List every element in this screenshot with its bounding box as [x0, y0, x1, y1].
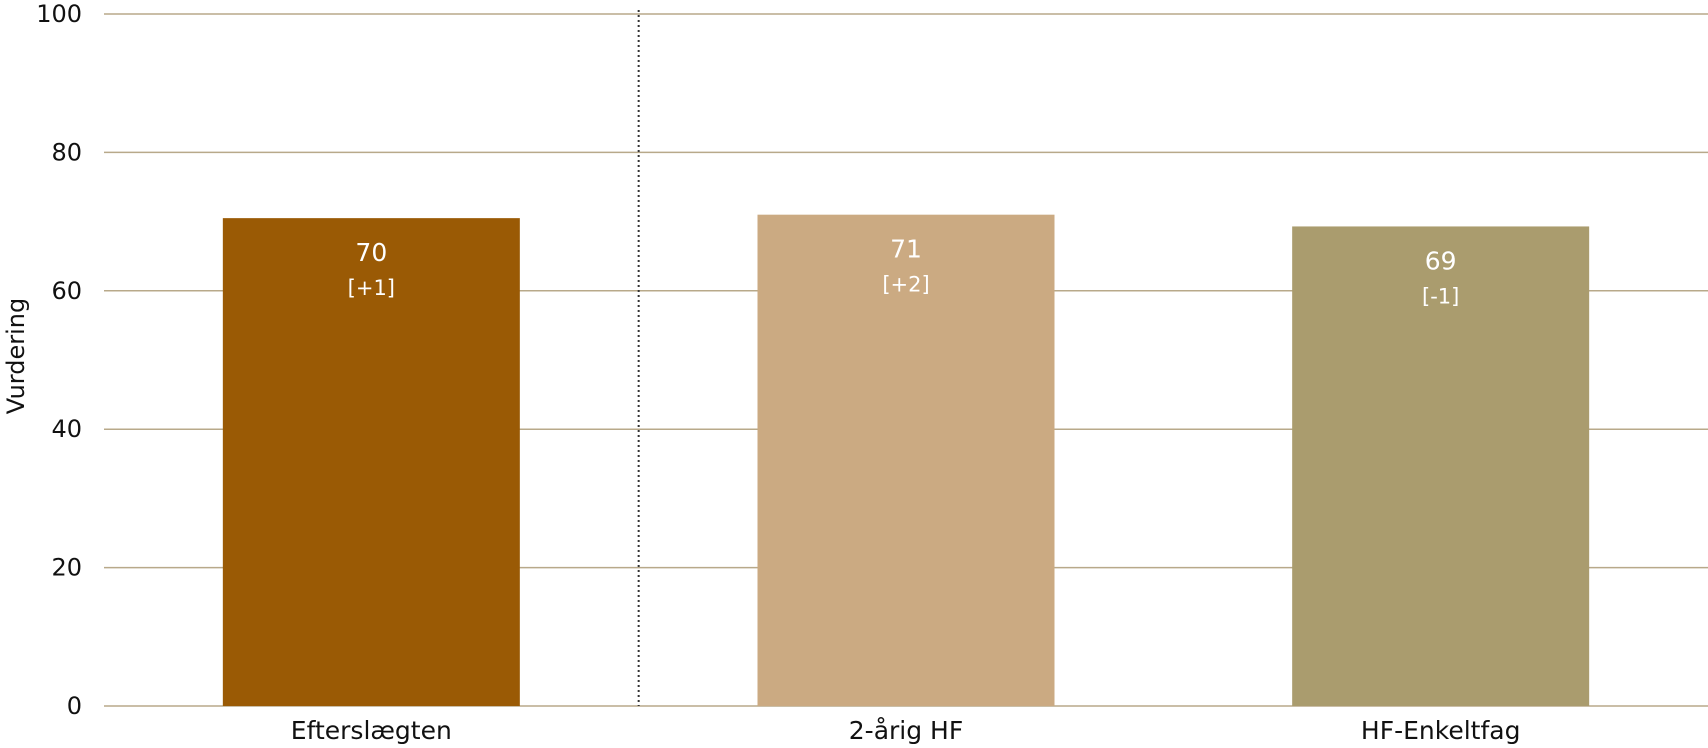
bar	[222, 218, 520, 706]
y-axis-label: Vurdering	[2, 298, 30, 414]
category-label: Efterslægten	[291, 716, 452, 745]
category-label: 2-årig HF	[849, 716, 963, 745]
bar-value-label: 69	[1425, 246, 1457, 275]
y-tick-label: 80	[51, 138, 82, 166]
bar-value-label: 71	[890, 235, 922, 264]
bar-value-label: 70	[355, 238, 387, 267]
y-axis-ticks: 0 20 40 60 80 100	[36, 0, 82, 720]
bar-change-label: [-1]	[1422, 284, 1459, 308]
x-axis-categories: Efterslægten 2-årig HF HF-Enkeltfag	[291, 716, 1521, 745]
y-tick-label: 60	[51, 277, 82, 305]
y-tick-label: 0	[67, 692, 82, 720]
category-label: HF-Enkeltfag	[1361, 716, 1521, 745]
bar	[1292, 226, 1590, 706]
bar-change-label: [+1]	[348, 276, 395, 300]
y-tick-label: 40	[51, 415, 82, 443]
bar	[757, 214, 1055, 706]
y-tick-label: 100	[36, 0, 82, 28]
bar-change-label: [+2]	[882, 273, 929, 297]
bar-labels: 70 [+1] 71 [+2] 69 [-1]	[348, 235, 1460, 309]
bars	[222, 214, 1590, 706]
y-tick-label: 20	[51, 554, 82, 582]
